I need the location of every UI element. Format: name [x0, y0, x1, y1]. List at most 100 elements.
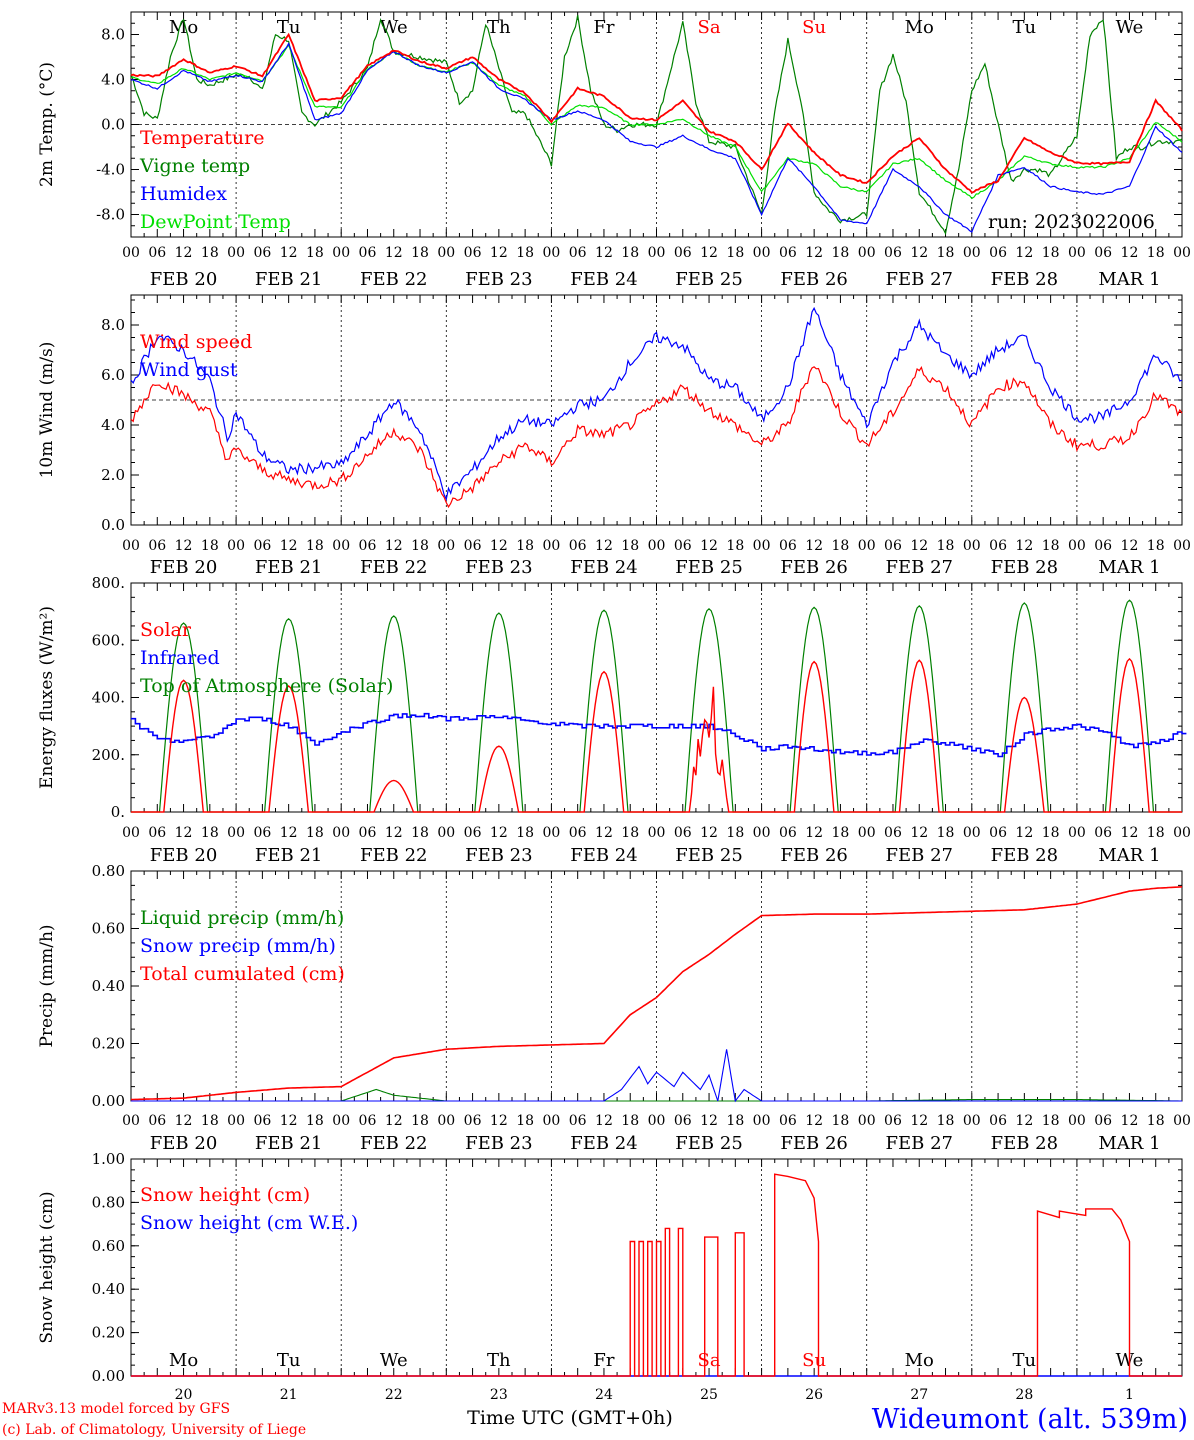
- hour-label: 12: [1121, 245, 1139, 261]
- date-label: FEB 23: [465, 557, 532, 578]
- day-number-label: 22: [385, 1387, 403, 1403]
- weekday-label: Mo: [905, 17, 934, 38]
- y-tick-label: -8.0: [96, 206, 125, 224]
- hour-label: 12: [1121, 1113, 1139, 1129]
- series-line: [131, 599, 1182, 813]
- day-number-label: 1: [1125, 1387, 1134, 1403]
- legend-entry: Wind gust: [140, 359, 238, 381]
- hour-label: 00: [437, 1113, 455, 1129]
- hour-label: 06: [253, 1113, 271, 1129]
- hour-label: 00: [1068, 538, 1086, 554]
- day-number-label: 23: [490, 1387, 508, 1403]
- hour-label: 18: [516, 245, 534, 261]
- y-tick-label: 6.0: [101, 366, 125, 384]
- date-label: FEB 23: [465, 845, 532, 866]
- hour-label: 18: [201, 538, 219, 554]
- date-label: FEB 28: [991, 1133, 1058, 1154]
- hour-label: 06: [464, 245, 482, 261]
- hour-label: 00: [1173, 825, 1191, 841]
- hour-label: 00: [963, 245, 981, 261]
- credit-line: MARv3.13 model forced by GFS: [2, 1401, 230, 1417]
- hour-label: 18: [937, 245, 955, 261]
- date-label: FEB 28: [991, 269, 1058, 290]
- hour-label: 12: [595, 825, 613, 841]
- y-tick-label: 0.: [111, 803, 125, 821]
- y-tick-label: 200.: [92, 746, 125, 764]
- day-number-label: 25: [700, 1387, 718, 1403]
- hour-label: 12: [595, 538, 613, 554]
- weekday-label: We: [1116, 17, 1144, 38]
- hour-label: 00: [648, 245, 666, 261]
- hour-label: 18: [937, 538, 955, 554]
- hour-label: 06: [569, 245, 587, 261]
- hour-label: 06: [148, 245, 166, 261]
- hour-label: 18: [832, 538, 850, 554]
- hour-label: 18: [306, 1113, 324, 1129]
- hour-label: 18: [832, 825, 850, 841]
- series-line: [130, 32, 1183, 194]
- weekday-label: We: [380, 1350, 408, 1371]
- y-tick-label: 0.0: [101, 516, 125, 534]
- hour-label: 18: [726, 245, 744, 261]
- date-label: FEB 24: [570, 269, 637, 290]
- hour-label: 00: [1173, 538, 1191, 554]
- y-axis-label: Precip (mm/h): [37, 924, 57, 1047]
- y-tick-label: 0.00: [92, 1092, 125, 1110]
- date-label: FEB 27: [886, 845, 953, 866]
- hour-label: 00: [1173, 1113, 1191, 1129]
- hour-label: 00: [332, 1113, 350, 1129]
- hour-label: 00: [648, 1113, 666, 1129]
- hour-label: 00: [227, 1113, 245, 1129]
- hour-label: 18: [832, 245, 850, 261]
- hour-label: 06: [569, 538, 587, 554]
- hour-label: 00: [858, 1113, 876, 1129]
- hour-label: 12: [1015, 538, 1033, 554]
- hour-label: 12: [280, 825, 298, 841]
- date-label: FEB 21: [255, 269, 322, 290]
- date-label: FEB 28: [991, 557, 1058, 578]
- date-label: FEB 24: [570, 1133, 637, 1154]
- hour-label: 12: [700, 538, 718, 554]
- date-label: MAR 1: [1098, 845, 1160, 866]
- y-tick-label: 4.0: [101, 416, 125, 434]
- station-label: Wideumont (alt. 539m): [872, 1404, 1188, 1435]
- hour-label: 00: [858, 825, 876, 841]
- hour-label: 06: [989, 825, 1007, 841]
- hour-label: 18: [1042, 1113, 1060, 1129]
- hour-label: 12: [490, 1113, 508, 1129]
- date-label: FEB 20: [150, 557, 217, 578]
- hour-label: 06: [253, 245, 271, 261]
- date-label: MAR 1: [1098, 1133, 1160, 1154]
- weekday-label: Sa: [698, 17, 721, 38]
- hour-label: 06: [884, 245, 902, 261]
- hour-label: 00: [542, 538, 560, 554]
- day-number-label: 27: [910, 1387, 928, 1403]
- hour-label: 06: [464, 538, 482, 554]
- series-line: [130, 306, 1183, 502]
- hour-label: 06: [1094, 538, 1112, 554]
- hour-label: 06: [148, 538, 166, 554]
- hour-label: 06: [674, 825, 692, 841]
- hour-label: 00: [1068, 1113, 1086, 1129]
- hour-label: 06: [253, 825, 271, 841]
- date-label: FEB 25: [675, 557, 742, 578]
- y-axis-label: 10m Wind (m/s): [37, 342, 57, 479]
- legend-entry: Snow height (cm): [140, 1184, 310, 1206]
- hour-label: 00: [542, 245, 560, 261]
- hour-label: 00: [542, 1113, 560, 1129]
- hour-label: 18: [411, 538, 429, 554]
- y-tick-label: 8.0: [101, 26, 125, 44]
- hour-label: 06: [674, 245, 692, 261]
- hour-label: 00: [332, 245, 350, 261]
- date-label: FEB 21: [255, 557, 322, 578]
- hour-label: 06: [674, 1113, 692, 1129]
- hour-label: 12: [1015, 1113, 1033, 1129]
- hour-label: 18: [621, 538, 639, 554]
- hour-label: 18: [516, 538, 534, 554]
- hour-label: 00: [858, 245, 876, 261]
- legend-entry: Temperature: [140, 127, 264, 149]
- hour-label: 18: [1147, 538, 1165, 554]
- y-tick-label: 0.40: [92, 1280, 125, 1298]
- hour-label: 18: [411, 825, 429, 841]
